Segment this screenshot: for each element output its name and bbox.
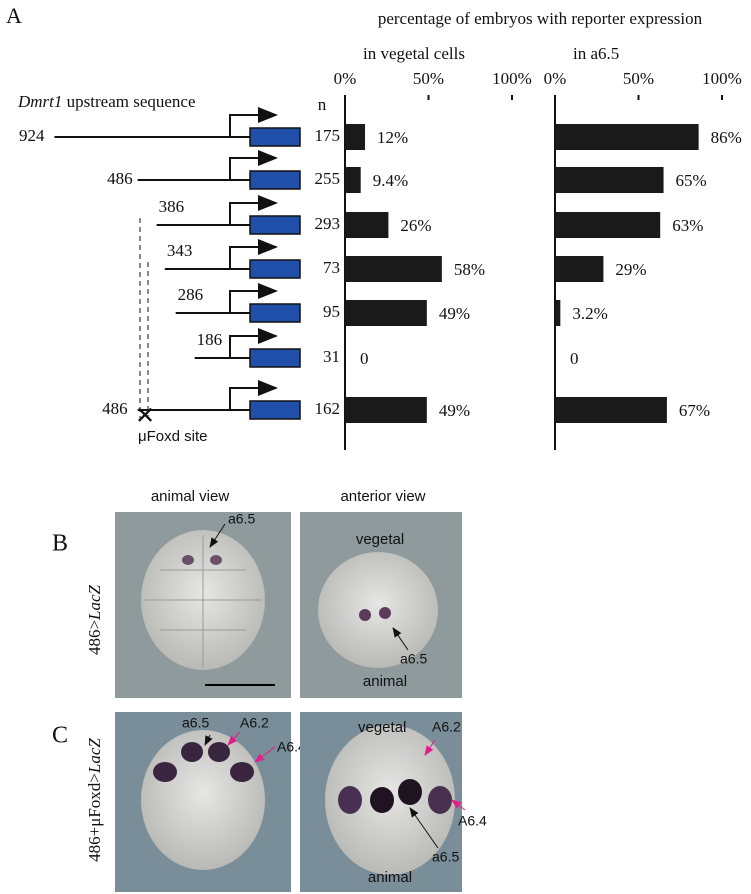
value-label: 49% (439, 401, 470, 420)
panel-label: A (6, 3, 22, 28)
annotation: a6.5 (228, 511, 255, 527)
reporter-box (249, 127, 301, 147)
construct-label: 486>LacZ (85, 584, 104, 655)
n-value: 255 (315, 169, 341, 188)
promoter-arrow (229, 107, 278, 137)
image-b-anterior (300, 512, 462, 698)
annotation: vegetal (356, 531, 404, 548)
value-label: 58% (454, 260, 485, 279)
x-tick-label: 0% (334, 69, 357, 88)
reporter-box (249, 215, 301, 235)
bar (555, 124, 699, 150)
promoter-arrow (229, 380, 278, 410)
annotation: a6.5 (432, 849, 459, 865)
n-value: 175 (315, 126, 341, 145)
annotation: a6.5 (400, 651, 427, 667)
bar (555, 256, 604, 282)
bar (555, 397, 667, 423)
gene-name: Dmrt1 (17, 92, 62, 111)
bar (345, 124, 366, 150)
annotation: A6.2 (240, 715, 269, 731)
annotation: animal (363, 673, 407, 690)
value-label: 67% (679, 401, 710, 420)
bar (345, 167, 361, 193)
annotation: A6.4 (458, 813, 487, 829)
reporter-box (249, 400, 301, 420)
annotation: A6.2 (432, 719, 461, 735)
construct-label: 486+μFoxd>LacZ (85, 738, 104, 862)
annotation: a6.5 (182, 715, 209, 731)
promoter-arrow (229, 328, 278, 358)
value-label: 26% (400, 216, 431, 235)
construct-prefix: 486> (85, 620, 104, 655)
view-label: anterior view (340, 488, 425, 505)
value-label: 65% (676, 171, 707, 190)
value-label: 12% (377, 128, 408, 147)
promoter-arrow (229, 283, 278, 313)
n-value: 95 (323, 302, 340, 321)
length-label: 386 (159, 197, 185, 216)
construct-gene: LacZ (85, 738, 104, 775)
bar (555, 300, 561, 326)
length-label: 343 (167, 241, 193, 260)
annotation: A6.4 (277, 739, 306, 755)
reporter-box (249, 348, 301, 368)
n-value: 162 (315, 399, 341, 418)
length-label: 486 (102, 399, 128, 418)
gene-suffix: upstream sequence (67, 92, 196, 111)
n-header: n (318, 95, 327, 114)
image-c-anterior (300, 712, 466, 892)
construct-prefix: 486+μFoxd> (85, 773, 104, 862)
value-label: 29% (615, 260, 646, 279)
site-label: μFoxd site (138, 428, 208, 445)
x-tick-label: 100% (492, 69, 532, 88)
chart-subtitle: in a6.5 (573, 44, 619, 63)
bar (345, 300, 427, 326)
bar (555, 167, 664, 193)
image-c-animal (115, 712, 291, 892)
panel-label: C (52, 723, 68, 749)
x-tick-label: 100% (702, 69, 742, 88)
value-label: 63% (672, 216, 703, 235)
value-label: 49% (439, 304, 470, 323)
construct-gene: LacZ (85, 584, 104, 621)
length-label: 186 (197, 330, 223, 349)
annotation: animal (368, 869, 412, 886)
promoter-arrow (229, 239, 278, 269)
image-b-animal (115, 512, 291, 698)
x-tick-label: 0% (544, 69, 567, 88)
panel-label: B (52, 531, 68, 557)
length-label: 924 (19, 126, 45, 145)
reporter-box (249, 259, 301, 279)
reporter-box (249, 170, 301, 190)
value-label: 9.4% (373, 171, 408, 190)
annotation: vegetal (358, 719, 406, 736)
n-value: 293 (315, 214, 341, 233)
promoter-arrow (229, 150, 278, 180)
length-label: 486 (107, 169, 133, 188)
n-value: 31 (323, 347, 340, 366)
construct-title: Dmrt1 upstream sequence (17, 92, 196, 111)
length-label: 286 (178, 285, 204, 304)
value-label: 3.2% (572, 304, 607, 323)
value-label: 0 (570, 349, 579, 368)
x-tick-label: 50% (413, 69, 444, 88)
bar (345, 256, 442, 282)
bar (555, 212, 661, 238)
bar (345, 212, 389, 238)
n-value: 73 (323, 258, 340, 277)
value-label: 86% (711, 128, 742, 147)
x-tick-label: 50% (623, 69, 654, 88)
promoter-arrow (229, 195, 278, 225)
chart-subtitle: in vegetal cells (363, 44, 465, 63)
reporter-box (249, 303, 301, 323)
view-label: animal view (151, 488, 230, 505)
chart-header: percentage of embryos with reporter expr… (378, 9, 703, 28)
bar (345, 397, 427, 423)
mutation-mark: ✕ (135, 404, 155, 430)
value-label: 0 (360, 349, 369, 368)
